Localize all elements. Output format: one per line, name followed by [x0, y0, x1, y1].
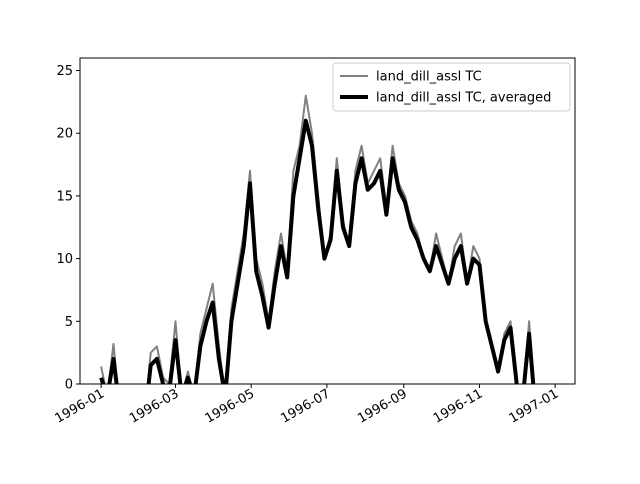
plot-area — [99, 94, 536, 384]
legend-box — [332, 62, 571, 112]
y-tick-label: 20 — [56, 127, 73, 142]
axes-frame — [79, 57, 576, 385]
y-tick-label: 5 — [65, 315, 73, 330]
y-tick-label: 25 — [56, 64, 73, 79]
legend-label: land_dill_assl TC, averaged — [376, 91, 551, 106]
legend-label: land_dill_assl TC — [376, 70, 482, 85]
y-tick-label: 0 — [65, 378, 73, 393]
y-tick-label: 15 — [56, 189, 73, 204]
y-tick-label: 10 — [56, 252, 73, 267]
series-line — [99, 118, 536, 384]
